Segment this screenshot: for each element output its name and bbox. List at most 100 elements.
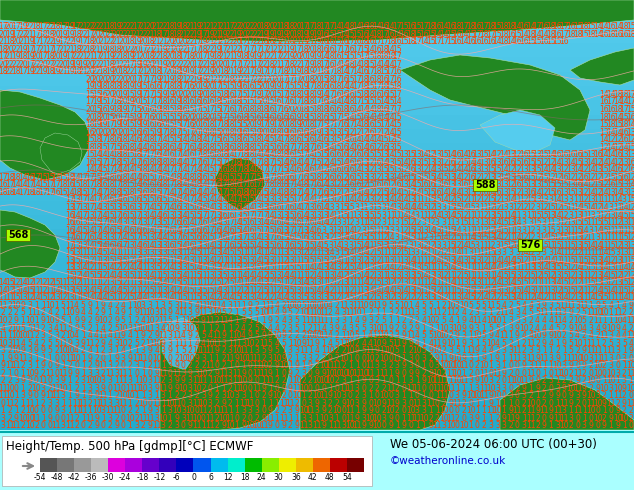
Text: 14: 14 — [252, 248, 262, 257]
Text: 15: 15 — [593, 294, 602, 302]
Text: 13: 13 — [619, 218, 629, 227]
Text: 11: 11 — [172, 294, 181, 302]
Text: 11: 11 — [45, 286, 55, 295]
Text: 14: 14 — [606, 158, 616, 167]
Text: 1: 1 — [214, 384, 219, 393]
Text: 22: 22 — [252, 75, 262, 84]
Text: 17: 17 — [98, 188, 108, 197]
Text: 12: 12 — [366, 278, 375, 287]
Text: 12: 12 — [606, 256, 616, 265]
Text: 19: 19 — [132, 82, 141, 92]
Text: 12: 12 — [586, 271, 596, 280]
Text: 2: 2 — [595, 331, 600, 340]
Text: 2: 2 — [569, 421, 573, 431]
Text: 12: 12 — [112, 263, 121, 272]
Text: 9: 9 — [34, 369, 39, 378]
Text: 11: 11 — [385, 248, 395, 257]
Text: 16: 16 — [272, 225, 281, 235]
Text: 3: 3 — [422, 218, 426, 227]
Text: 15: 15 — [285, 263, 295, 272]
Text: 11: 11 — [486, 406, 495, 416]
Text: 10: 10 — [325, 346, 335, 355]
Text: 10: 10 — [613, 316, 623, 325]
Text: 18: 18 — [239, 52, 249, 61]
Text: 2: 2 — [562, 331, 567, 340]
Text: 1: 1 — [314, 414, 320, 423]
Text: 17: 17 — [145, 98, 155, 106]
Text: 3: 3 — [328, 323, 333, 333]
Text: 10: 10 — [312, 392, 322, 400]
Text: 15: 15 — [559, 278, 569, 287]
Text: 18: 18 — [359, 37, 368, 46]
Text: 17: 17 — [279, 75, 288, 84]
Text: 11: 11 — [600, 233, 609, 242]
Text: 9: 9 — [268, 346, 273, 355]
Text: 20: 20 — [165, 60, 175, 69]
Text: 2: 2 — [368, 309, 373, 318]
Text: 11: 11 — [279, 414, 288, 423]
Text: 14: 14 — [353, 105, 362, 114]
Text: 22: 22 — [79, 29, 88, 39]
Text: 15: 15 — [366, 218, 375, 227]
Text: 1: 1 — [401, 392, 406, 400]
Text: 15: 15 — [238, 211, 249, 220]
Text: 17: 17 — [132, 233, 141, 242]
Text: 17: 17 — [192, 60, 202, 69]
Text: 10: 10 — [292, 301, 302, 310]
Text: 11: 11 — [125, 384, 134, 393]
Text: 13: 13 — [306, 278, 315, 287]
Text: 2: 2 — [408, 316, 413, 325]
Text: 3: 3 — [101, 406, 106, 416]
Text: 11: 11 — [606, 294, 616, 302]
Text: 16: 16 — [312, 143, 322, 152]
Text: 10: 10 — [219, 414, 228, 423]
Text: 13: 13 — [426, 158, 436, 167]
Text: 10: 10 — [319, 414, 328, 423]
Text: 15: 15 — [79, 188, 88, 197]
Text: 15: 15 — [272, 158, 281, 167]
Text: 2: 2 — [288, 331, 293, 340]
Text: 16: 16 — [198, 233, 208, 242]
Text: 2: 2 — [228, 384, 233, 393]
Text: 9: 9 — [248, 376, 252, 385]
Text: 14: 14 — [98, 294, 108, 302]
Text: 15: 15 — [559, 271, 569, 280]
Text: 9: 9 — [602, 399, 607, 408]
Text: 11: 11 — [346, 414, 355, 423]
Text: 3: 3 — [508, 203, 513, 212]
Text: 0: 0 — [535, 369, 540, 378]
Text: 16: 16 — [466, 165, 476, 174]
Text: 0: 0 — [541, 414, 547, 423]
Text: 13: 13 — [513, 225, 522, 235]
Text: 10: 10 — [446, 339, 455, 347]
Text: 1: 1 — [275, 399, 280, 408]
Text: 2: 2 — [254, 414, 259, 423]
Text: 20: 20 — [138, 52, 148, 61]
Text: 3: 3 — [501, 248, 507, 257]
Text: 17: 17 — [285, 225, 295, 235]
Text: 15: 15 — [72, 180, 81, 189]
Text: 11: 11 — [385, 218, 395, 227]
Text: 14: 14 — [619, 143, 629, 152]
Text: 11: 11 — [493, 369, 502, 378]
Text: 2: 2 — [435, 316, 439, 325]
Text: 12: 12 — [546, 271, 555, 280]
Text: 9: 9 — [281, 384, 286, 393]
Text: 13: 13 — [259, 241, 268, 249]
Text: 14: 14 — [158, 150, 168, 159]
Text: 9: 9 — [21, 301, 25, 310]
Text: 12: 12 — [432, 286, 442, 295]
Text: 14: 14 — [419, 150, 429, 159]
Text: 3: 3 — [435, 361, 440, 370]
Text: 16: 16 — [72, 218, 81, 227]
Text: 14: 14 — [553, 158, 562, 167]
Text: 13: 13 — [172, 263, 181, 272]
Text: 15: 15 — [559, 233, 569, 242]
Text: 1: 1 — [382, 376, 386, 385]
Text: 15: 15 — [299, 256, 309, 265]
Text: 16: 16 — [125, 203, 135, 212]
Text: 16: 16 — [232, 113, 242, 122]
Text: 13: 13 — [145, 248, 155, 257]
Text: 21: 21 — [212, 37, 221, 46]
Text: 15: 15 — [119, 286, 128, 295]
